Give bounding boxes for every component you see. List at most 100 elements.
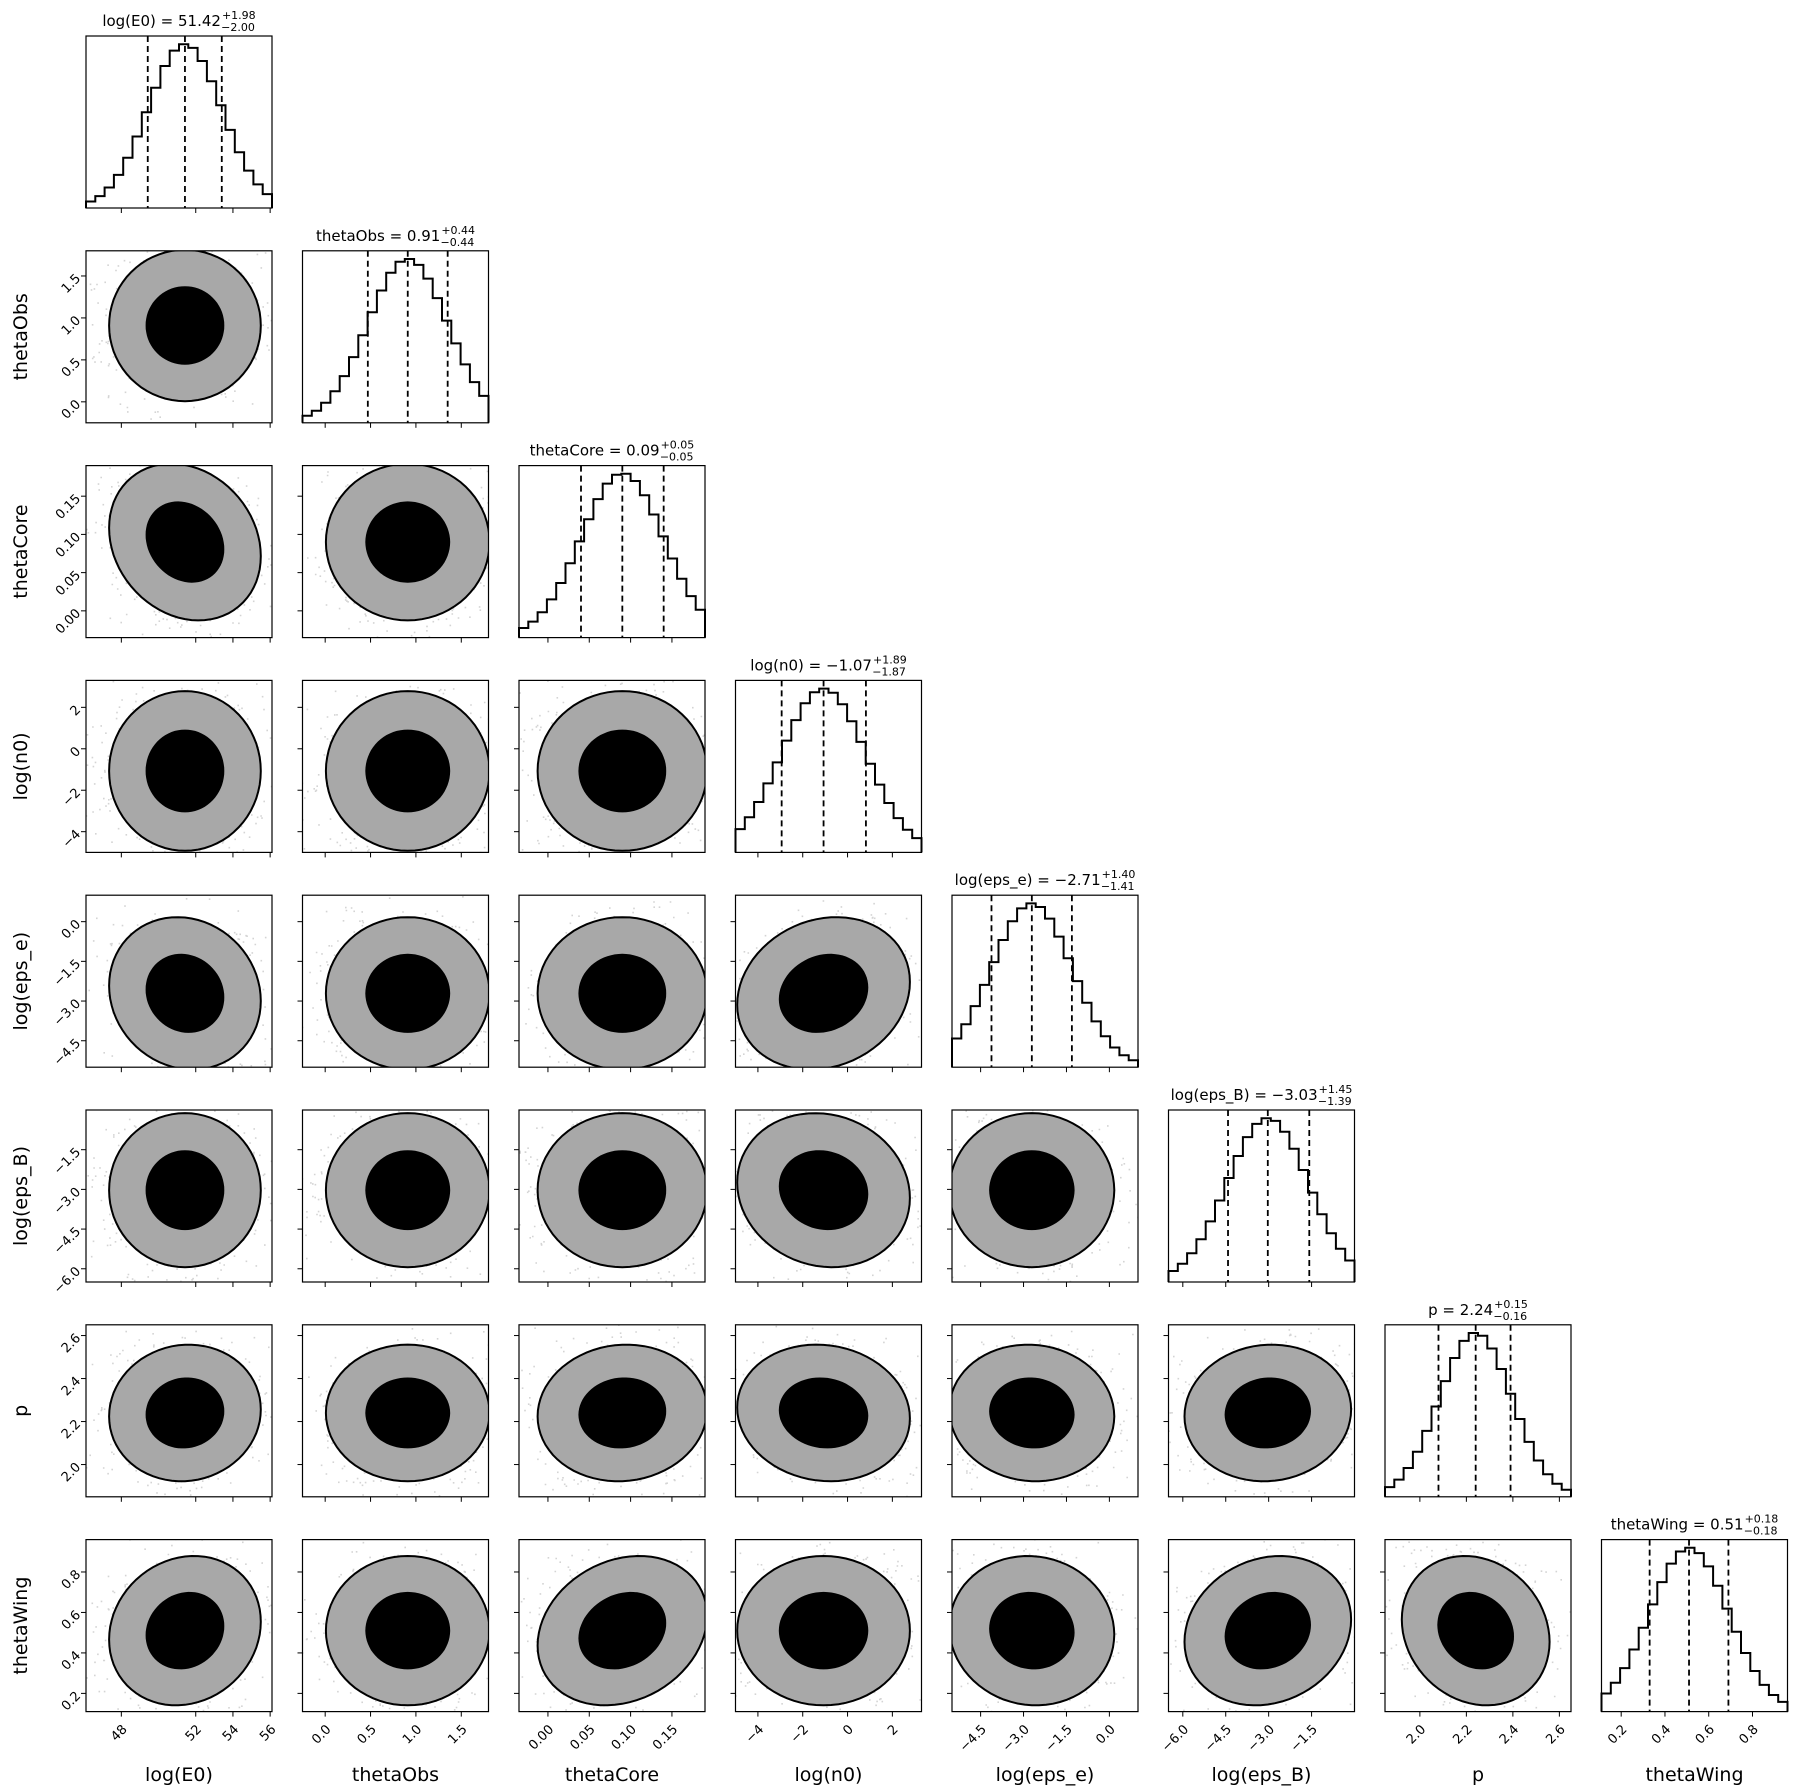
title-lower-error: −1.41 (1101, 880, 1135, 893)
axes-frame (1167, 1109, 1356, 1283)
contour-inner (1437, 1591, 1515, 1670)
panel-thetaobs-vs-thetaobs: thetaObs = 0.91+0.44 −0.44 (301, 224, 490, 428)
density-layer (86, 680, 272, 853)
histogram-thetaobs (301, 258, 490, 423)
x-tick-label: 56 (257, 1722, 279, 1744)
contour-inner (778, 1150, 869, 1231)
y-tick-label: 1.0 (59, 313, 84, 338)
histogram-thetacore (518, 472, 706, 638)
histogram-log-n0 (734, 687, 923, 853)
panel-log-n0-vs-thetaobs (297, 679, 490, 858)
contour-inner (778, 1591, 869, 1670)
panel-p-vs-log-e0: 2.0 2.2 2.4 2.6 p (10, 1324, 273, 1502)
panel-log-e0-vs-log-e0: log(E0) = 51.42+1.98 −2.00 (85, 9, 273, 213)
density-layer (735, 1541, 921, 1711)
axes-frame (85, 250, 273, 424)
axes-frame (301, 465, 490, 639)
y-tick-label: 0 (68, 744, 84, 760)
title-upper-error: +0.05 (661, 439, 695, 452)
panel-p-vs-log-eps-b (1163, 1324, 1356, 1502)
density-layer (735, 1110, 921, 1282)
panel-log-eps-b-vs-log-eps-e (947, 1109, 1139, 1287)
x-axis-label: log(eps_B) (1212, 1764, 1312, 1786)
contour-inner (578, 1591, 667, 1670)
y-tick-label: −4.5 (51, 1225, 84, 1258)
axes-frame (951, 894, 1139, 1068)
x-tick-label: 0.2 (1605, 1722, 1630, 1747)
density-layer (525, 901, 705, 1068)
panel-log-eps-e-vs-log-e0: −4.5 −3.0 −1.5 0.0 log(eps_e) (10, 894, 273, 1073)
density-layer (307, 465, 489, 638)
x-tick-label: −3.0 (1245, 1722, 1278, 1755)
y-tick-label: 0.05 (53, 568, 84, 599)
x-axis-label: log(E0) (145, 1764, 213, 1786)
x-tick-label: −1.5 (1288, 1722, 1321, 1755)
contour-inner (578, 1150, 667, 1231)
panel-thetawing-vs-thetawing: thetaWing = 0.51+0.18 −0.18 0.2 0.4 0.6 0.8 th… (1600, 1513, 1789, 1786)
y-tick-label: 2.2 (59, 1417, 84, 1442)
panel-thetacore-vs-log-e0: 0.00 0.05 0.10 0.15 thetaCore (10, 465, 273, 643)
histogram-title: thetaCore = 0.09+0.05 −0.05 (530, 439, 695, 464)
histogram-title: thetaWing = 0.51+0.18 −0.18 (1611, 1513, 1779, 1538)
histogram-title: log(E0) = 51.42+1.98 −2.00 (102, 9, 255, 34)
contour-inner (145, 1150, 225, 1231)
panel-thetawing-vs-log-eps-e: −4.5 −3.0 −1.5 0.0 log(eps_e) (947, 1538, 1139, 1786)
panel-log-eps-b-vs-thetaobs (297, 1109, 490, 1287)
axes-frame (85, 679, 273, 854)
axes-frame (1167, 1538, 1356, 1713)
y-tick-label: 0.0 (59, 397, 84, 422)
axes-frame (518, 1109, 706, 1283)
y-axis-label: log(n0) (10, 732, 32, 800)
density-layer (520, 1539, 705, 1712)
axes-frame (734, 894, 923, 1068)
x-tick-label: −2 (788, 1722, 812, 1746)
contour-inner (145, 1591, 225, 1670)
panel-log-n0-vs-log-n0: log(n0) = −1.07+1.89 −1.87 (734, 653, 923, 858)
contour-inner (365, 1377, 451, 1449)
axes-frame (1384, 1538, 1572, 1713)
title-lower-error: −0.18 (1744, 1525, 1778, 1538)
panel-log-eps-e-vs-log-eps-e: log(eps_e) = −2.71+1.40 −1.41 (951, 868, 1139, 1073)
axes-frame (734, 1324, 923, 1498)
y-tick-label: 0.8 (59, 1567, 84, 1592)
y-tick-label: 0.5 (59, 355, 84, 380)
axes-frame (301, 1324, 490, 1498)
x-tick-label: −4.5 (1202, 1722, 1235, 1755)
title-upper-error: +0.15 (1494, 1298, 1528, 1311)
axes-frame (518, 1538, 706, 1713)
x-tick-label: 52 (183, 1722, 205, 1744)
y-tick-label: −1.5 (51, 1145, 84, 1178)
histogram-log-e0 (85, 43, 273, 208)
title-upper-error: +1.89 (873, 653, 907, 666)
axes-frame (85, 894, 273, 1068)
panel-p-vs-log-eps-e (947, 1324, 1139, 1502)
y-tick-label: −3.0 (51, 1185, 84, 1218)
title-upper-error: +0.18 (1745, 1513, 1779, 1526)
contour-inner (145, 953, 225, 1033)
x-tick-label: 0.10 (609, 1722, 640, 1753)
axes-frame (518, 1324, 706, 1498)
y-tick-label: 2.6 (59, 1331, 84, 1356)
x-tick-label: −4.5 (957, 1722, 990, 1755)
panel-p-vs-log-n0 (730, 1324, 923, 1502)
axes-frame (734, 1109, 923, 1283)
axes-frame (1384, 1324, 1572, 1498)
y-tick-label: 0.4 (59, 1648, 84, 1673)
y-axis-label: log(eps_B) (10, 1146, 32, 1246)
x-axis-label: thetaWing (1645, 1764, 1743, 1786)
title-lower-error: −1.39 (1318, 1095, 1352, 1108)
panel-log-eps-e-vs-thetacore (514, 894, 706, 1073)
density-layer (86, 1539, 272, 1712)
x-tick-label: −4 (743, 1722, 767, 1746)
density-layer (87, 1110, 272, 1282)
x-axis-label: thetaObs (352, 1764, 439, 1786)
panel-thetacore-vs-thetaobs (297, 465, 490, 643)
density-layer (1385, 1539, 1571, 1712)
density-layer (302, 896, 489, 1068)
y-tick-label: 2.4 (59, 1374, 84, 1399)
y-tick-label: −6.0 (51, 1264, 84, 1297)
x-tick-label: 0.00 (526, 1722, 557, 1753)
panel-log-eps-b-vs-log-n0 (730, 1109, 923, 1287)
panel-thetawing-vs-thetaobs: 0.0 0.5 1.0 1.5 thetaObs (297, 1538, 490, 1786)
title-upper-error: +1.40 (1102, 868, 1136, 881)
